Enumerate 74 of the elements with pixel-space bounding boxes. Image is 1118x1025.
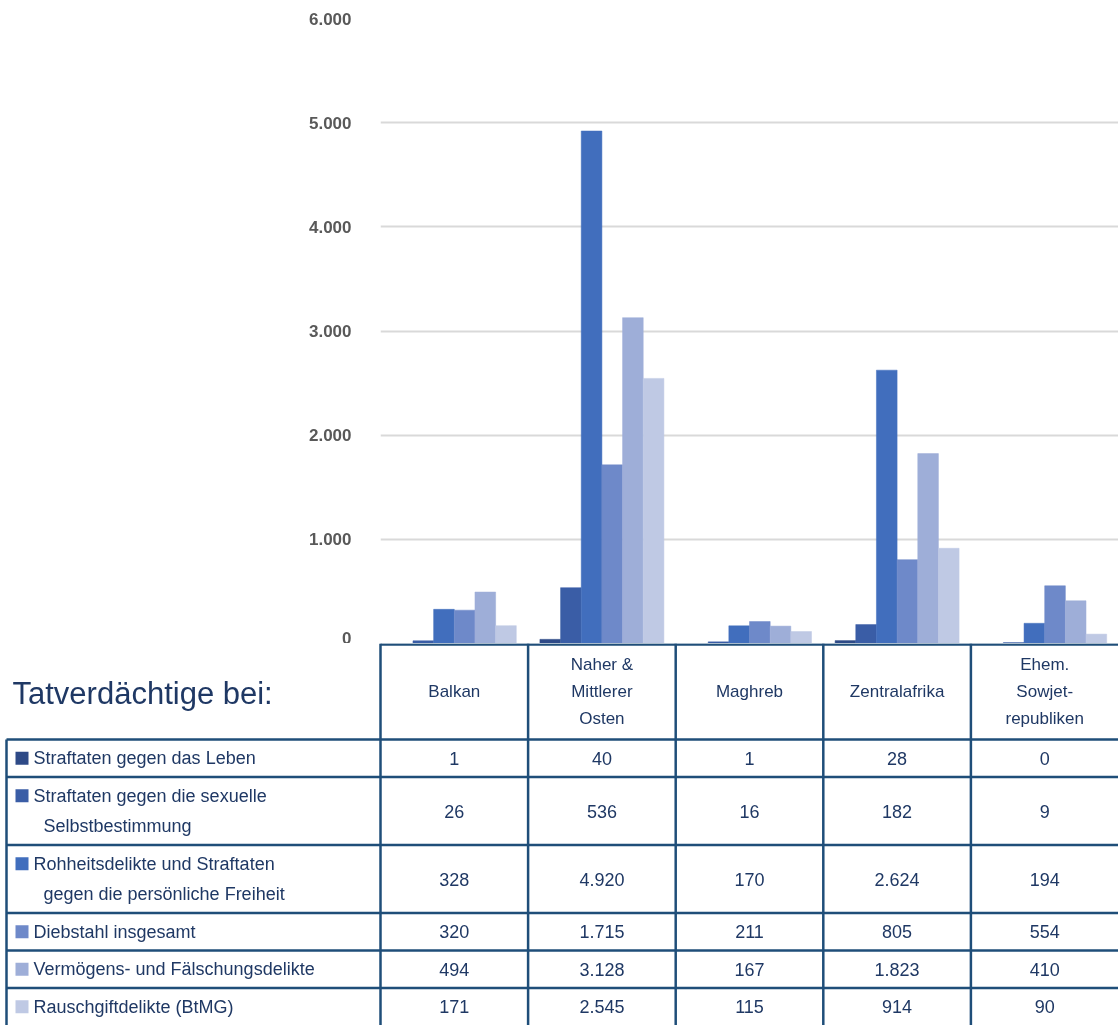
bar bbox=[896, 559, 919, 643]
bar bbox=[454, 609, 476, 643]
data-label: 0 bbox=[1039, 748, 1050, 769]
legend-label: Rohheitsdelikte und Straftaten gegen die persönliche Freiheit bbox=[33, 853, 285, 905]
data-label: 170 bbox=[734, 869, 765, 890]
data-label: 554 bbox=[1029, 922, 1060, 943]
bar bbox=[938, 548, 960, 643]
bar bbox=[601, 464, 623, 643]
y-tick-label: 5.000 bbox=[308, 113, 352, 133]
legend-label: Diebstahl insgesamt bbox=[33, 921, 196, 942]
bar bbox=[1023, 623, 1045, 643]
data-label: 115 bbox=[735, 997, 764, 1018]
data-label: 167 bbox=[734, 959, 765, 980]
bar bbox=[1044, 585, 1066, 643]
y-tick-label: 4.000 bbox=[308, 217, 352, 237]
data-label: 1 bbox=[449, 748, 460, 769]
data-label: 211 bbox=[735, 922, 764, 943]
legend-label: Rauschgiftdelikte (BtMG) bbox=[33, 996, 234, 1017]
data-label: 494 bbox=[439, 959, 470, 980]
x-tick-label: Balkan bbox=[428, 682, 481, 701]
bar bbox=[642, 378, 665, 643]
y-tick-label: 6.000 bbox=[308, 9, 352, 29]
bar bbox=[412, 640, 434, 643]
bar bbox=[580, 130, 603, 643]
data-label: 194 bbox=[1029, 869, 1060, 890]
data-label: 40 bbox=[591, 748, 612, 769]
data-label: 328 bbox=[439, 869, 470, 890]
bar bbox=[474, 591, 496, 643]
data-label: 2.545 bbox=[579, 997, 625, 1018]
y-tick-label: 2.000 bbox=[308, 426, 352, 446]
data-label: 3.128 bbox=[579, 959, 625, 980]
data-label: 805 bbox=[882, 922, 913, 943]
data-label: 1.823 bbox=[874, 959, 920, 980]
bar bbox=[1085, 633, 1107, 643]
data-label: 90 bbox=[1034, 997, 1055, 1018]
data-label: 171 bbox=[439, 997, 470, 1018]
legend-label: Straftaten gegen das Leben bbox=[33, 748, 256, 769]
data-label: 914 bbox=[882, 997, 913, 1018]
bar bbox=[749, 621, 771, 643]
data-label: 16 bbox=[739, 801, 760, 822]
data-label: 1 bbox=[744, 748, 755, 769]
y-tick-label: 1.000 bbox=[308, 530, 352, 550]
y-tick-label: 0 bbox=[342, 628, 352, 648]
x-tick-label: Zentralafrika bbox=[849, 682, 945, 701]
bar bbox=[1065, 600, 1087, 643]
data-label: 410 bbox=[1029, 959, 1060, 980]
bar bbox=[876, 369, 898, 643]
bar bbox=[560, 587, 582, 643]
x-tick-label: Maghreb bbox=[715, 682, 784, 701]
bar bbox=[790, 631, 812, 643]
bar bbox=[917, 453, 939, 643]
legend-label: Straftaten gegen die sexuelle Selbstbestimmung bbox=[33, 785, 267, 837]
y-tick-label: 3.000 bbox=[308, 322, 352, 341]
bar bbox=[855, 624, 877, 643]
data-label: 4.920 bbox=[579, 869, 625, 890]
bar bbox=[622, 317, 644, 643]
data-label: 1.715 bbox=[579, 922, 625, 943]
data-label: 26 bbox=[444, 801, 465, 822]
bar bbox=[834, 640, 857, 643]
x-tick-label: Ehem. Sowjet-republiken bbox=[1005, 655, 1084, 728]
bar bbox=[769, 625, 792, 643]
bar bbox=[495, 625, 517, 643]
bar bbox=[539, 639, 561, 643]
data-label: 536 bbox=[586, 801, 617, 822]
bar bbox=[433, 609, 455, 643]
bar bbox=[728, 625, 750, 643]
data-label: 2.624 bbox=[874, 869, 920, 890]
x-tick-label: Naher & Mittlerer Osten bbox=[570, 655, 634, 728]
legend-title: Tatverdächtige bei: bbox=[12, 676, 273, 711]
legend-label: Vermögens- und Fälschungsdelikte bbox=[33, 959, 315, 980]
data-label: 28 bbox=[887, 748, 908, 769]
data-label: 182 bbox=[882, 801, 913, 822]
data-label: 9 bbox=[1039, 801, 1050, 822]
data-label: 320 bbox=[439, 922, 470, 943]
